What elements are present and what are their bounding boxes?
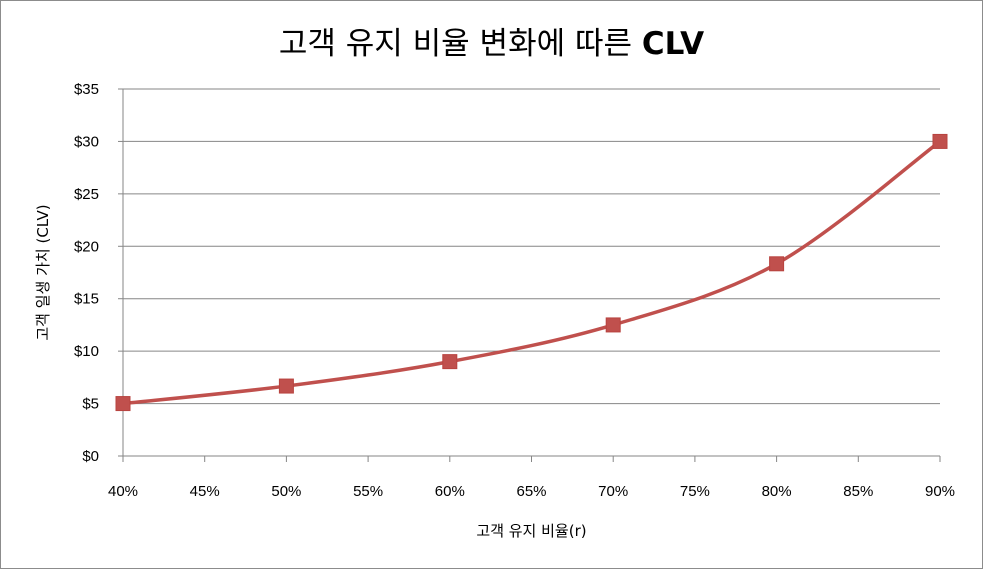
series-group xyxy=(115,133,948,412)
chart-title-main: 고객 유지 비율 변화에 따른 xyxy=(278,26,642,62)
data-point-marker xyxy=(932,133,948,149)
data-point-marker xyxy=(115,396,131,412)
y-tick-label: $15 xyxy=(74,291,99,308)
axes xyxy=(118,88,941,462)
x-tick-label: 65% xyxy=(516,483,546,500)
y-tick-label: $5 xyxy=(82,396,99,413)
x-tick-label: 40% xyxy=(108,483,138,500)
x-tick-label: 60% xyxy=(435,483,465,500)
y-tick-label: $10 xyxy=(74,343,99,360)
x-tick-label: 55% xyxy=(353,483,383,500)
grid-lines xyxy=(123,88,940,405)
x-tick-labels: 40% 45% 50% 55% 60% 65% 70% 75% 80% 85% 90% xyxy=(108,483,955,500)
y-tick-labels: $0 $5 $10 $15 $20 $25 $30 $35 xyxy=(74,81,99,465)
x-axis-title: 고객 유지 비율(r) xyxy=(476,522,586,540)
x-tick-label: 90% xyxy=(925,483,955,500)
y-tick-label: $35 xyxy=(74,81,99,98)
x-tick-label: 80% xyxy=(762,483,792,500)
chart-title-bold: CLV xyxy=(641,26,705,62)
x-tick-label: 50% xyxy=(271,483,301,500)
x-tick-label: 85% xyxy=(843,483,873,500)
x-tick-label: 70% xyxy=(598,483,628,500)
y-axis-title: 고객 일생 가치 (CLV) xyxy=(34,204,52,340)
data-point-marker xyxy=(278,378,294,394)
y-tick-label: $0 xyxy=(82,448,99,465)
series-line xyxy=(122,140,942,406)
y-tick-label: $25 xyxy=(74,186,99,203)
chart-title: 고객 유지 비율 변화에 따른 CLV xyxy=(0,18,983,63)
y-tick-label: $20 xyxy=(74,238,99,255)
data-point-marker xyxy=(605,317,621,333)
data-point-marker xyxy=(442,354,458,370)
y-tick-label: $30 xyxy=(74,133,99,150)
x-tick-label: 75% xyxy=(680,483,710,500)
data-point-marker xyxy=(769,256,785,272)
x-tick-label: 45% xyxy=(190,483,220,500)
